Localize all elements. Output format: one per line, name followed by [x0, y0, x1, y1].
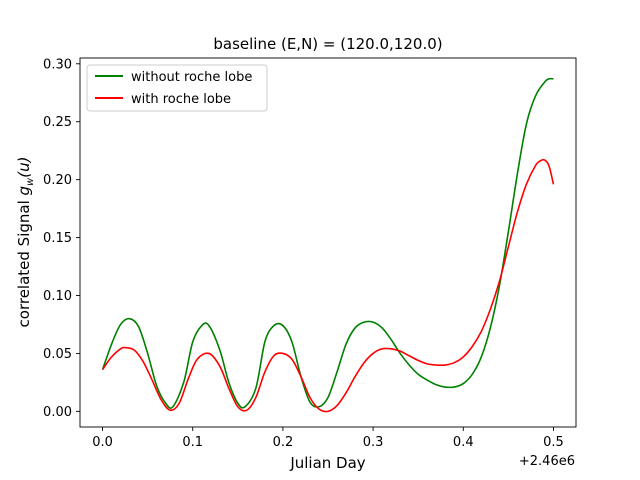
axes-frame: [79, 57, 577, 428]
legend-label-with-roche-lobe: with roche lobe: [131, 92, 231, 107]
chart-title: baseline (E,N) = (120.0,120.0): [213, 35, 442, 53]
x-tick-label: 0.1: [182, 435, 203, 450]
legend-box: [86, 64, 268, 112]
legend-label-without-roche-lobe: without roche lobe: [131, 70, 252, 85]
x-tick-label: 0.5: [543, 435, 564, 450]
y-axis-label-math-sub: w: [25, 177, 36, 186]
y-axis-label-main: correlated Signal: [15, 195, 33, 327]
x-axis-label: Julian Day: [289, 454, 365, 472]
plot-lines: [101, 77, 555, 413]
series-line-with-roche-lobe: [101, 158, 555, 413]
y-axis-label: correlated Signal gw(u): [15, 157, 36, 328]
y-tick-label: 0.00: [43, 405, 72, 420]
y-tick-label: 0.20: [43, 173, 72, 188]
x-tick-label: 0.3: [363, 435, 384, 450]
y-tick-label: 0.30: [43, 57, 72, 72]
x-tick-label: 0.0: [92, 435, 113, 450]
y-tick-label: 0.15: [43, 231, 72, 246]
axes-border: [79, 57, 577, 428]
y-tick-label: 0.10: [43, 289, 72, 304]
y-axis-ticks: 0.00 0.05 0.10 0.15 0.20 0.25 0.30: [43, 57, 80, 420]
x-tick-label: 0.2: [273, 435, 294, 450]
series-line-without-roche-lobe: [101, 77, 554, 409]
x-offset-label: +2.46e6: [519, 454, 575, 469]
x-axis-ticks: 0.0 0.1 0.2 0.3 0.4 0.5: [92, 427, 564, 450]
legend: without roche lobe with roche lobe: [86, 64, 268, 112]
y-axis-label-math-tail: (u): [15, 157, 33, 178]
y-tick-label: 0.05: [43, 347, 72, 362]
x-tick-label: 0.4: [453, 435, 474, 450]
y-axis-label-math-base: g: [15, 186, 33, 196]
y-tick-label: 0.25: [43, 115, 72, 130]
